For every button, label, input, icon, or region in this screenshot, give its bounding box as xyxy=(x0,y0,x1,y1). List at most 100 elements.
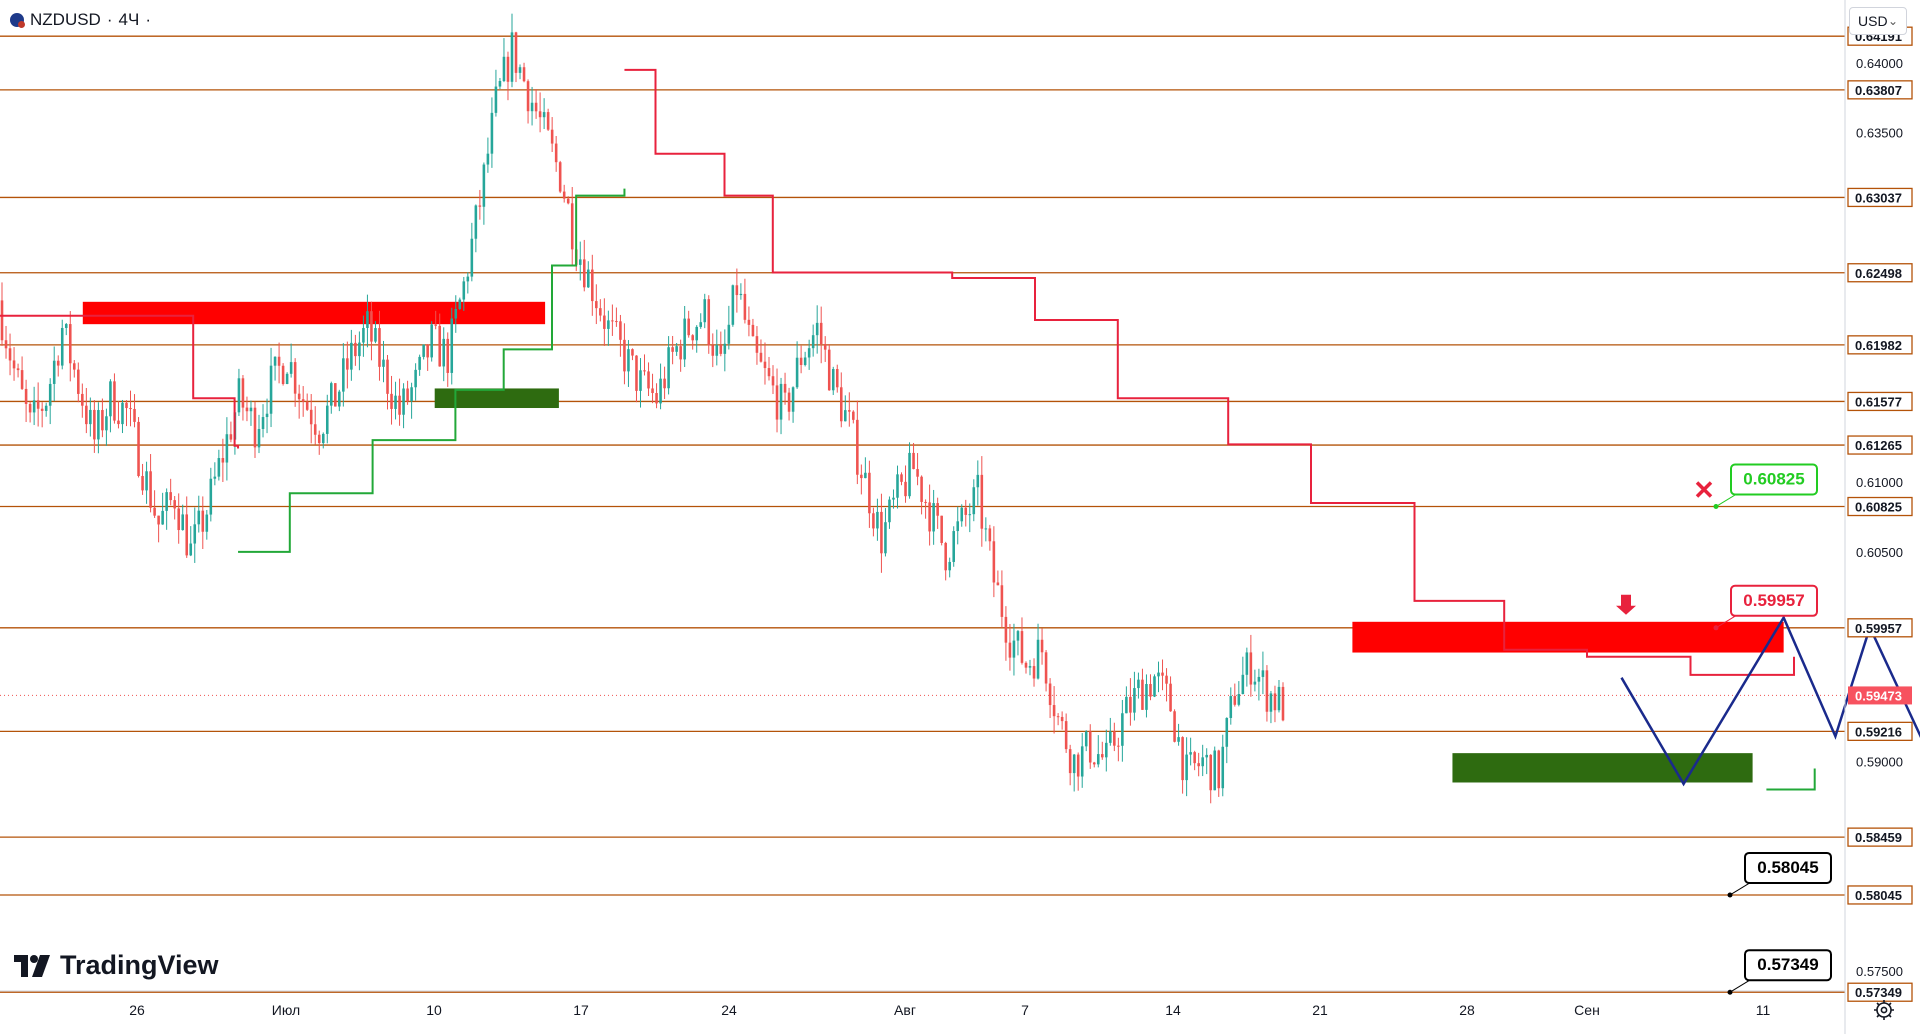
candle-body xyxy=(928,502,931,532)
candle-body xyxy=(73,363,76,370)
candle-body xyxy=(374,328,377,342)
candle-body xyxy=(1024,662,1028,668)
candle-body xyxy=(952,531,955,562)
candle-body xyxy=(663,378,666,389)
candle-body xyxy=(968,514,972,516)
level-label: 0.57349 xyxy=(1855,985,1902,1000)
candle-body xyxy=(815,322,819,336)
candle-body xyxy=(751,324,755,337)
candle-body xyxy=(1233,696,1237,705)
candle-body xyxy=(398,395,401,415)
support-zone xyxy=(434,388,559,409)
candle-body xyxy=(735,285,739,296)
resistance-zone xyxy=(82,301,546,325)
candle-body xyxy=(1277,686,1281,711)
candle-body xyxy=(482,164,486,207)
candle-body xyxy=(97,410,100,440)
candle-body xyxy=(1205,754,1208,758)
candle-body xyxy=(470,238,474,277)
candle-body xyxy=(1048,683,1052,706)
candle-body xyxy=(896,474,899,498)
candle-body xyxy=(225,434,229,463)
candle-body xyxy=(442,338,446,367)
candle-body xyxy=(1221,746,1225,789)
callout-label: 0.60825 xyxy=(1743,470,1804,489)
level-label: 0.58045 xyxy=(1855,888,1902,903)
level-label-box xyxy=(1847,335,1913,355)
candle-body xyxy=(976,474,980,488)
candle-body xyxy=(671,347,674,352)
candle-body xyxy=(1165,675,1168,684)
level-label-box xyxy=(1847,263,1913,283)
candle-body xyxy=(490,112,494,154)
candle-body xyxy=(623,339,626,372)
candle-body xyxy=(1080,746,1084,777)
level-label: 0.61265 xyxy=(1855,438,1902,453)
candle-body xyxy=(285,373,289,384)
x-tick-label: 7 xyxy=(1021,1002,1029,1018)
price-callouts: 0.60825 0.59957 0.58045 0.57349 xyxy=(1713,463,1832,995)
candle-body xyxy=(888,499,891,523)
down-arrow-icon xyxy=(1616,594,1636,615)
candle-body xyxy=(960,507,964,522)
callout-label: 0.59957 xyxy=(1743,591,1804,610)
callout-anchor xyxy=(1727,892,1733,898)
gear-icon[interactable] xyxy=(1873,999,1895,1021)
candle-body xyxy=(534,102,538,112)
candle-body xyxy=(1000,585,1004,617)
x-tick-label: 28 xyxy=(1459,1002,1475,1018)
candle-body xyxy=(338,391,341,407)
candle-body xyxy=(109,381,112,417)
candle-body xyxy=(679,346,682,360)
resistance-zone xyxy=(1352,621,1784,653)
candle-body xyxy=(795,357,799,388)
candle-body xyxy=(538,111,542,118)
candle-body xyxy=(1181,737,1184,781)
candle-body xyxy=(1237,694,1241,705)
candle-body xyxy=(972,487,976,515)
candle-body xyxy=(101,410,104,431)
separator: · xyxy=(145,10,151,29)
symbol-name: NZDUSD xyxy=(30,10,101,29)
candle-body xyxy=(133,408,136,422)
candle-body xyxy=(125,402,128,409)
candle-body xyxy=(771,376,775,386)
level-label-box xyxy=(1847,827,1913,847)
candle-body xyxy=(695,326,698,341)
level-label: 0.60825 xyxy=(1855,500,1902,515)
currency-select[interactable]: USD ⌄ xyxy=(1849,7,1907,35)
candle-body xyxy=(1129,696,1132,713)
brand-name: TradingView xyxy=(60,950,219,980)
candle-body xyxy=(868,472,871,514)
candle-body xyxy=(627,349,630,372)
symbol-header[interactable]: NZDUSD · 4Ч · xyxy=(10,10,151,30)
candle-body xyxy=(1016,631,1020,641)
candle-body xyxy=(366,311,369,328)
candle-body xyxy=(1076,754,1080,777)
chevron-down-icon: ⌄ xyxy=(1887,14,1898,28)
callout-box xyxy=(1730,463,1818,496)
candle-body xyxy=(1032,666,1036,679)
callout-anchor xyxy=(1727,989,1733,995)
candle-body xyxy=(839,387,843,422)
candle-body xyxy=(313,424,317,435)
candle-body xyxy=(743,293,747,320)
candle-body xyxy=(301,399,305,402)
candle-body xyxy=(129,408,132,410)
candle-body xyxy=(1177,737,1180,742)
candle-body xyxy=(827,349,831,391)
currency-label: USD xyxy=(1858,13,1888,29)
supertrend-down-line xyxy=(624,68,1795,676)
candle-body xyxy=(362,327,365,343)
level-label-box xyxy=(1847,435,1913,455)
y-tick-label: 0.60500 xyxy=(1856,545,1903,560)
candle-body xyxy=(113,381,116,421)
candle-body xyxy=(1056,716,1060,718)
candle-body xyxy=(4,340,8,349)
candle-body xyxy=(77,369,80,394)
candle-body xyxy=(165,492,168,511)
level-label: 0.63807 xyxy=(1855,83,1902,98)
candle-body xyxy=(24,388,28,404)
candle-body xyxy=(189,543,193,556)
